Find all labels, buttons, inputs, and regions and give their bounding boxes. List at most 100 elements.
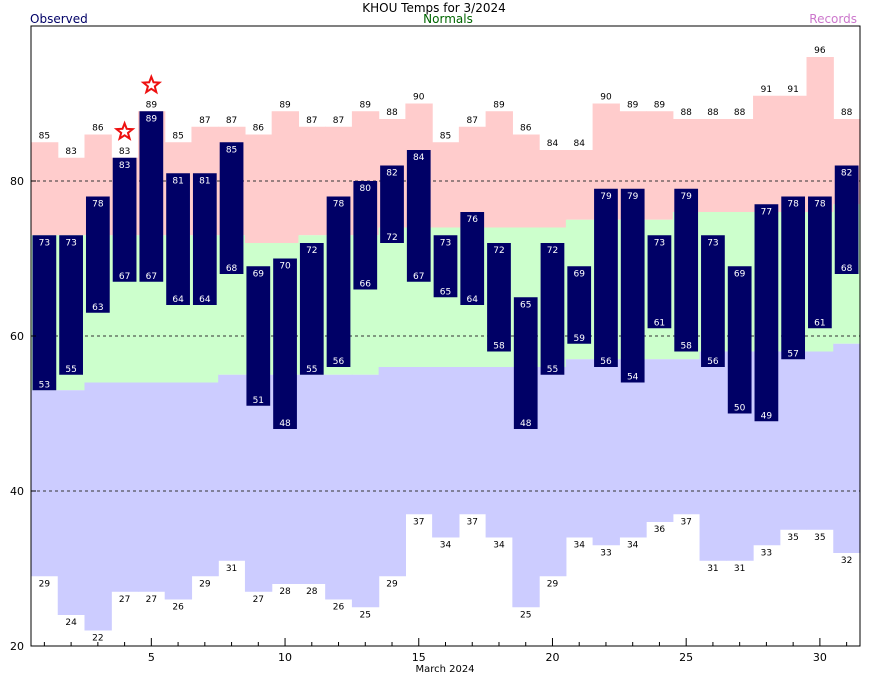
record-low-label: 26 [172, 603, 184, 613]
record-low-label: 27 [253, 595, 264, 605]
observed-bar [487, 243, 511, 352]
record-high-label: 85 [172, 131, 183, 141]
observed-low-label: 55 [306, 365, 317, 375]
record-high-label: 86 [92, 124, 104, 134]
observed-low-label: 48 [520, 419, 532, 429]
observed-low-label: 66 [360, 280, 372, 290]
observed-bar [112, 157, 137, 282]
chart-title: KHOU Temps for 3/2024 [362, 1, 506, 15]
observed-high-label: 82 [841, 169, 852, 179]
record-low-band [806, 351, 834, 530]
record-low-label: 34 [493, 541, 505, 551]
observed-low-label: 49 [761, 411, 773, 421]
record-high-label: 88 [734, 108, 746, 118]
record-high-label: 88 [386, 108, 398, 118]
observed-high-label: 78 [787, 200, 799, 210]
observed-low-label: 61 [814, 318, 825, 328]
observed-low-label: 64 [172, 295, 184, 305]
observed-high-label: 84 [413, 153, 425, 163]
record-high-label: 83 [65, 147, 76, 157]
observed-low-label: 65 [440, 287, 451, 297]
observed-high-label: 79 [627, 192, 639, 202]
record-high-band [458, 126, 487, 228]
record-low-label: 32 [841, 556, 852, 566]
record-low-band [244, 374, 273, 592]
observed-high-label: 82 [386, 169, 397, 179]
observed-bar [406, 150, 431, 282]
record-high-label: 86 [520, 124, 532, 134]
y-tick-label: 80 [10, 175, 24, 188]
record-high-label: 85 [440, 131, 451, 141]
record-star-icon [113, 120, 136, 141]
observed-high-label: 78 [92, 200, 104, 210]
observed-high-label: 73 [65, 238, 76, 248]
record-low-band [833, 343, 861, 553]
record-low-band [432, 367, 460, 538]
record-high-label: 89 [493, 100, 505, 110]
observed-bar [701, 235, 725, 367]
record-high-label: 89 [146, 100, 158, 110]
record-high-label: 89 [360, 100, 372, 110]
record-low-band [84, 382, 112, 631]
x-tick-label: 10 [278, 651, 292, 664]
observed-high-label: 73 [654, 238, 665, 248]
record-low-band [485, 367, 513, 538]
record-low-band [619, 359, 647, 538]
x-tick-label: 20 [545, 651, 559, 664]
observed-high-label: 81 [199, 176, 210, 186]
x-axis-label: March 2024 [415, 664, 474, 675]
observed-high-label: 85 [226, 145, 237, 155]
observed-high-label: 70 [279, 262, 291, 272]
observed-bar [460, 212, 485, 305]
record-low-band [779, 351, 808, 530]
observed-high-label: 78 [814, 200, 826, 210]
axes-layer: 20 40 60 80 5 10 15 20 25 30 [10, 175, 848, 664]
record-low-band [458, 367, 487, 515]
normals-band [378, 227, 406, 367]
observed-high-label: 83 [119, 161, 130, 171]
observed-low-label: 54 [627, 373, 639, 383]
record-low-label: 25 [360, 610, 371, 620]
record-low-label: 26 [333, 603, 345, 613]
record-low-label: 29 [386, 579, 398, 589]
record-high-band [271, 111, 300, 243]
record-high-label: 87 [306, 116, 317, 126]
record-high-label: 96 [814, 46, 826, 56]
record-low-band [699, 351, 727, 561]
observed-high-label: 65 [520, 300, 531, 310]
observed-bar [85, 196, 110, 313]
observed-bar [594, 188, 618, 367]
record-high-band [699, 119, 727, 212]
record-high-band [432, 142, 460, 228]
observed-bar [299, 243, 324, 375]
record-high-band [485, 111, 513, 228]
y-tick-label: 40 [10, 485, 24, 498]
record-high-label: 87 [226, 116, 237, 126]
record-high-label: 84 [547, 139, 559, 149]
observed-bar [380, 165, 404, 243]
observed-high-label: 73 [39, 238, 50, 248]
record-high-label: 89 [627, 100, 639, 110]
observed-low-label: 56 [707, 357, 719, 367]
observed-high-label: 79 [600, 192, 612, 202]
x-tick-label: 25 [679, 651, 693, 664]
observed-bar [353, 181, 378, 290]
observed-high-label: 77 [761, 207, 772, 217]
record-high-label: 88 [680, 108, 692, 118]
observed-bar [674, 188, 699, 352]
observed-bar [540, 243, 565, 375]
record-low-label: 33 [761, 548, 772, 558]
observed-low-label: 55 [547, 365, 558, 375]
observed-high-label: 72 [493, 246, 504, 256]
record-low-band [378, 367, 406, 577]
record-high-label: 87 [199, 116, 210, 126]
record-high-band [244, 134, 273, 243]
observed-high-label: 79 [680, 192, 692, 202]
record-high-label: 87 [467, 116, 478, 126]
observed-bar [567, 266, 592, 344]
record-high-label: 89 [654, 100, 666, 110]
observed-low-label: 67 [119, 272, 130, 282]
record-low-band [298, 374, 326, 584]
record-low-band [672, 359, 701, 515]
